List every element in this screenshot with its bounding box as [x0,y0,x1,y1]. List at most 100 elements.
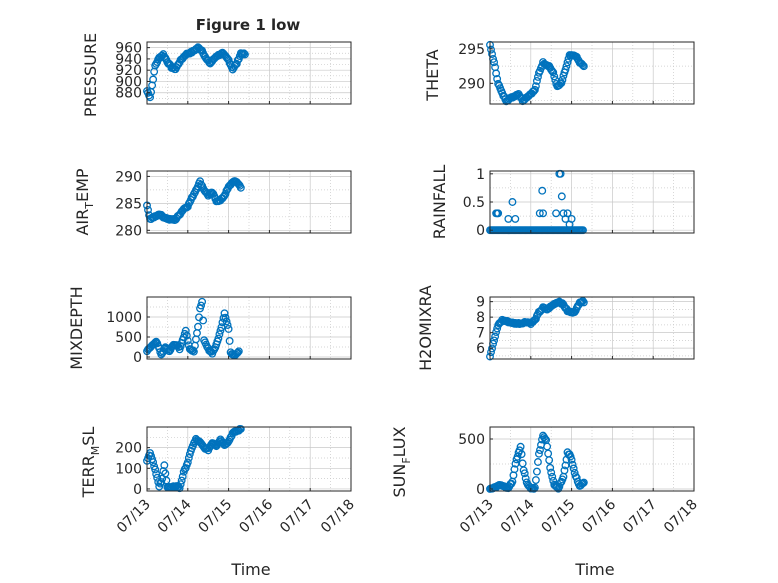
data-point [562,62,571,71]
data-point [182,331,191,340]
y-tick-label: 290 [115,169,142,185]
data-point [234,347,243,356]
data-series [486,40,588,106]
data-point [530,315,539,324]
axes-box [146,41,352,105]
data-series [486,431,588,493]
figure-title: Figure 1 low [196,16,301,34]
data-point [487,348,495,357]
data-point [568,460,577,469]
axes-box [146,170,352,234]
ylabel-pressure: PRESSURE [81,33,100,117]
data-point [223,321,232,329]
y-tick-label: 500 [458,432,485,448]
data-point [194,322,202,331]
grid [489,297,695,359]
data-point [233,56,242,65]
data-point [555,482,564,491]
data-point [531,315,540,323]
axes-box [146,426,352,492]
data-point [490,336,499,345]
y-tick-label: 295 [458,42,485,58]
data-point [539,209,547,218]
y-tick-label: 500 [115,330,142,346]
y-tick-label: 1000 [106,310,142,326]
y-tick-label: 8 [476,310,485,326]
data-point [566,452,575,461]
data-point [199,316,208,325]
data-point [508,198,517,206]
data-point [560,466,569,475]
y-tick-label: 940 [115,52,142,68]
data-point [492,328,501,336]
data-point [153,473,162,482]
data-point [181,326,190,335]
subplot-theta: 290 295 THETA [423,40,695,106]
data-point [578,296,587,305]
data-point [538,186,547,195]
y-tick-label: 6 [476,341,485,357]
subplot-rainfall: 0 0.5 1 RAINFALL [430,165,695,240]
data-point [548,67,557,76]
data-point [176,480,185,489]
y-tick-label: 0 [476,223,485,239]
data-point [493,74,502,83]
y-tick-label: 290 [458,76,485,92]
data-point [487,45,495,54]
data-point [548,472,557,481]
data-point [184,199,193,208]
data-series [486,296,588,361]
data-point [532,76,541,85]
data-point [188,346,197,355]
y-tick-label: 285 [115,196,142,212]
data-point [240,50,249,59]
data-point [183,336,192,345]
ylabel-sun-flux-rest: LUX [390,426,409,457]
ylabel-terr-msl-sub: M [89,446,102,456]
data-point [239,49,248,58]
ylabel-theta: THETA [423,49,442,101]
data-point [156,479,165,488]
data-point [541,434,550,443]
data-point [488,50,496,59]
axes-box [146,296,352,360]
y-tick-label: 880 [115,86,142,102]
data-point [567,214,576,223]
subplot-air-temp: 280 285 290 AIRTEMP [73,168,352,239]
data-point [569,464,578,473]
data-point [196,177,204,186]
data-point [184,454,193,462]
data-point [561,65,570,74]
data-point [579,478,588,487]
data-point [232,59,241,68]
data-point [529,87,538,96]
data-point [225,337,234,345]
data-point [233,348,242,357]
xlabel-left: Time [230,560,270,579]
data-point [224,324,233,333]
data-point [215,330,224,339]
ylabel-sun-flux-sub: F [400,457,413,463]
ylabel-rainfall: RAINFALL [430,165,449,240]
data-point [533,458,542,466]
data-point [563,209,572,218]
data-point [567,455,576,464]
data-point [545,456,554,465]
ylabel-sun-flux-main: SUN [390,464,409,498]
data-series [143,177,245,224]
data-point [177,476,186,485]
ylabel-h2omixra: H2OMIXRA [416,285,435,371]
data-point [517,450,526,459]
data-point [549,68,558,77]
y-tick-label: 1 [476,167,485,183]
data-series [143,424,245,493]
data-point [160,461,169,470]
data-point [531,82,540,91]
data-point [180,465,189,474]
data-point [150,339,159,348]
data-point [557,192,566,201]
data-point [491,332,500,341]
y-tick-label: 0 [133,482,142,498]
data-point [510,465,519,474]
